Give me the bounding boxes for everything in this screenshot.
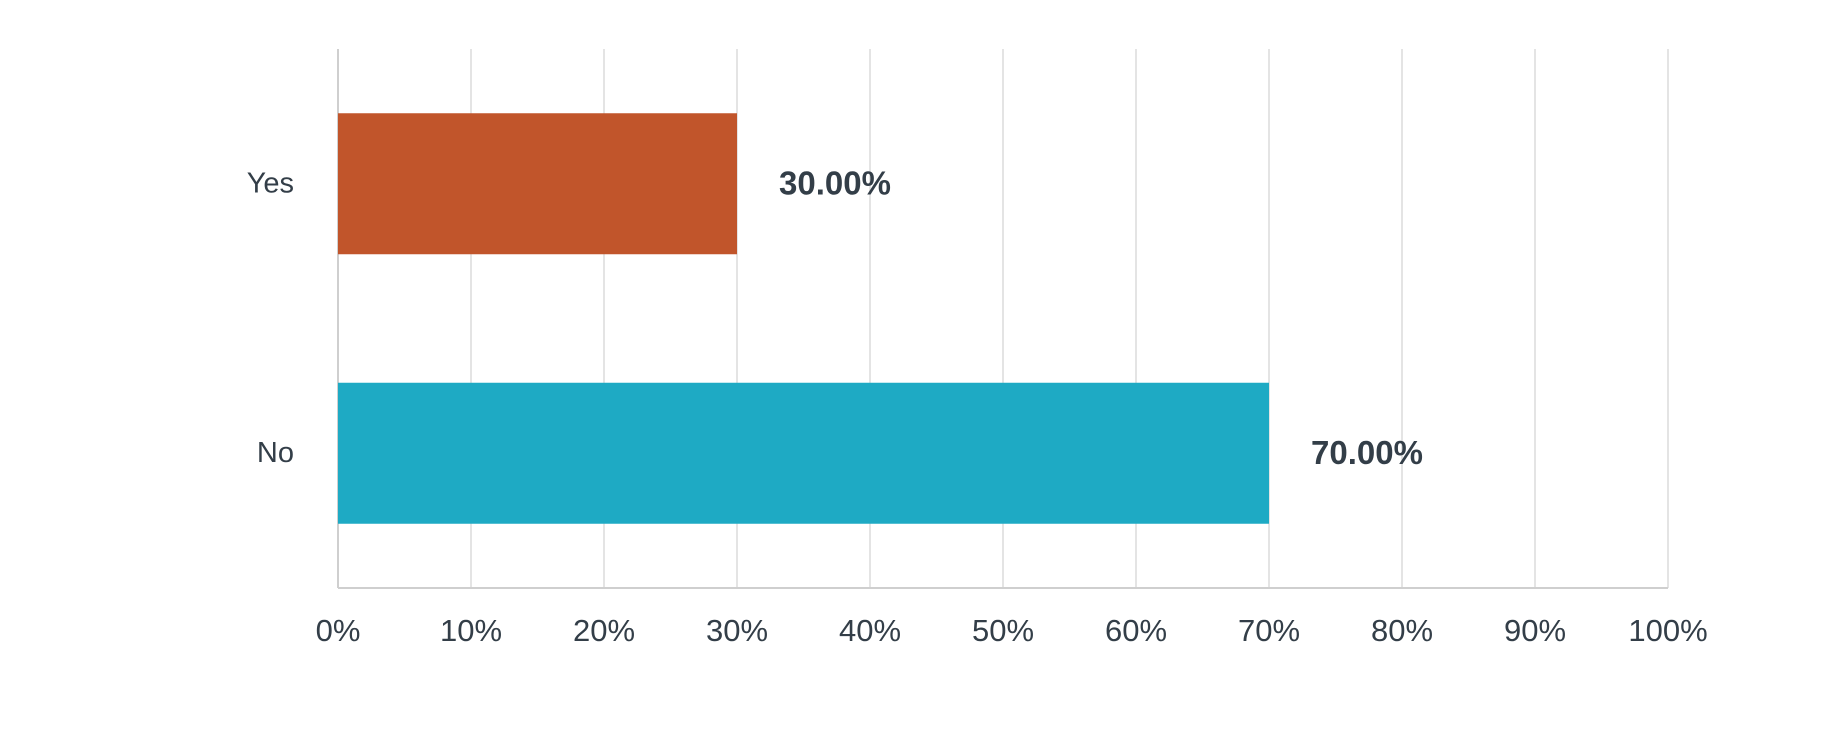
x-tick-label: 10% [440,613,502,648]
x-tick-label: 20% [573,613,635,648]
x-tick-label: 100% [1628,613,1707,648]
x-tick-label: 0% [316,613,361,648]
x-tick-label: 60% [1105,613,1167,648]
value-label: 70.00% [1311,434,1423,471]
y-tick-label: Yes [247,167,294,199]
x-tick-label: 40% [839,613,901,648]
bar [338,113,737,255]
x-tick-label: 70% [1238,613,1300,648]
x-tick-label: 80% [1371,613,1433,648]
x-tick-label: 90% [1504,613,1566,648]
value-label: 30.00% [779,164,891,201]
y-tick-label: No [257,437,294,469]
x-tick-label: 50% [972,613,1034,648]
bar [338,382,1269,524]
x-tick-label: 30% [706,613,768,648]
